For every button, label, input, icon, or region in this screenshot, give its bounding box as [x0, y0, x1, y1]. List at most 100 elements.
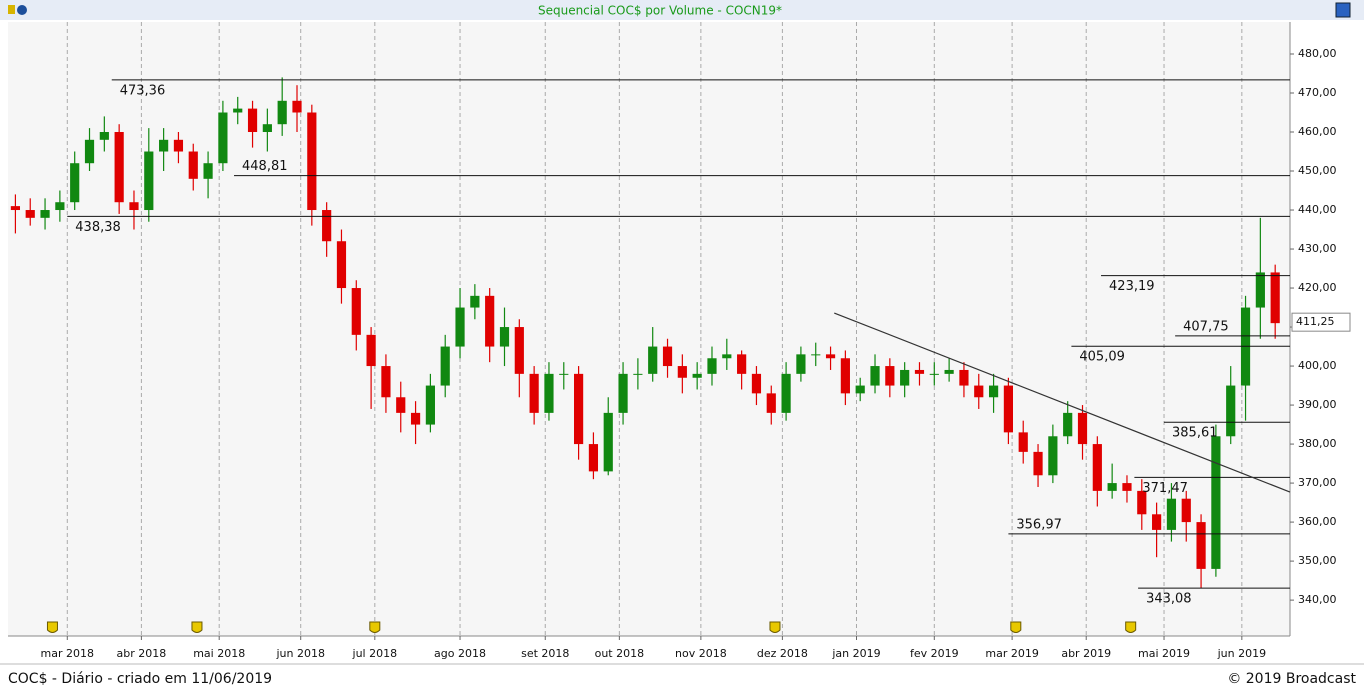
- y-tick-label: 370,00: [1298, 476, 1337, 489]
- candle-body: [1196, 522, 1206, 569]
- candle-body: [159, 139, 169, 152]
- y-tick-label: 350,00: [1298, 554, 1337, 567]
- candle-body: [70, 163, 80, 203]
- y-tick-label: 360,00: [1298, 515, 1337, 528]
- candle-body: [455, 307, 465, 347]
- candle-body: [129, 202, 139, 211]
- x-tick-label: nov 2018: [675, 647, 727, 660]
- icon[interactable]: [1335, 2, 1351, 18]
- candle-body: [173, 139, 184, 152]
- level-label: 438,38: [75, 220, 121, 235]
- candle-body: [959, 369, 969, 386]
- candle-body: [988, 385, 999, 398]
- candle-body: [781, 373, 791, 413]
- candle-body: [1092, 444, 1102, 491]
- candle-body: [722, 354, 732, 359]
- candle-body: [737, 354, 747, 374]
- x-tick-label: jun 2018: [275, 647, 325, 660]
- candle-body: [1003, 385, 1013, 433]
- x-tick-label: ago 2018: [434, 647, 486, 660]
- candle-body: [499, 327, 510, 347]
- candle-body: [396, 397, 406, 413]
- x-tick-label: set 2018: [521, 647, 569, 660]
- x-tick-label: mai 2019: [1138, 647, 1190, 660]
- event-marker: [46, 621, 58, 633]
- candle-body: [574, 373, 584, 445]
- candle-body: [1211, 436, 1221, 569]
- candle-body: [366, 334, 376, 367]
- x-tick-label: jun 2019: [1217, 647, 1267, 660]
- y-tick-label: 420,00: [1298, 281, 1337, 294]
- event-marker: [369, 621, 381, 633]
- event-marker: [1125, 621, 1137, 633]
- candle-body: [1033, 451, 1043, 476]
- y-tick-label: 450,00: [1298, 164, 1337, 177]
- candle-body: [677, 366, 687, 378]
- title-bar: [0, 0, 1364, 20]
- candle-body: [218, 112, 228, 164]
- candle-body: [796, 354, 806, 374]
- x-tick-label: jul 2018: [352, 647, 398, 660]
- candle-body: [10, 206, 21, 211]
- y-tick-label: 470,00: [1298, 86, 1337, 99]
- candle-body: [1048, 436, 1058, 476]
- candle-body: [692, 373, 702, 378]
- candle-body: [1226, 385, 1236, 437]
- level-label: 473,36: [120, 83, 166, 98]
- candle-body: [766, 393, 776, 413]
- level-label: 448,81: [242, 159, 288, 174]
- event-marker: [191, 621, 203, 633]
- level-label: 407,75: [1183, 319, 1229, 334]
- candle-body: [307, 112, 317, 211]
- chart-title: Sequencial COC$ por Volume - COCN19*: [538, 4, 782, 18]
- candle-body: [247, 108, 258, 133]
- candle-body: [1077, 412, 1088, 445]
- candle-body: [114, 132, 124, 203]
- level-label: 356,97: [1016, 517, 1061, 532]
- candle-body: [84, 139, 95, 164]
- y-tick-label: 440,00: [1298, 203, 1337, 216]
- candle-body: [1166, 498, 1177, 530]
- candle-body: [707, 358, 717, 374]
- candle-body: [900, 369, 910, 386]
- x-tick-label: out 2018: [595, 647, 645, 660]
- level-label: 423,19: [1109, 279, 1155, 294]
- candle-body: [144, 151, 154, 211]
- x-tick-label: abr 2018: [117, 647, 167, 660]
- x-tick-label: mar 2018: [41, 647, 94, 660]
- candle-body: [559, 373, 569, 375]
- level-label: 385,61: [1172, 426, 1218, 441]
- candle-body: [1181, 498, 1191, 523]
- candle-body: [662, 346, 673, 367]
- candle-body: [870, 366, 880, 386]
- trend-line: [834, 312, 1291, 493]
- candle-body: [825, 354, 836, 359]
- candle-body: [855, 385, 865, 394]
- candle-body: [262, 124, 272, 133]
- candle-body: [336, 241, 347, 289]
- level-label: 371,47: [1142, 481, 1188, 496]
- last-price-box: [1291, 312, 1351, 332]
- candle-body: [529, 373, 539, 413]
- x-tick-label: mai 2018: [193, 647, 245, 660]
- candle-body: [470, 295, 480, 308]
- candle-body: [292, 100, 302, 113]
- y-tick-label: 380,00: [1298, 437, 1337, 450]
- candle-body: [233, 108, 243, 113]
- candle-body: [440, 346, 450, 386]
- footer-right: © 2019 Broadcast: [1227, 671, 1356, 687]
- candle-body: [351, 288, 361, 335]
- candle-body: [929, 373, 939, 375]
- candle-body: [1137, 490, 1147, 515]
- candle-body: [1152, 514, 1162, 530]
- x-tick-label: mar 2019: [985, 647, 1038, 660]
- candle-body: [1122, 483, 1132, 491]
- y-tick-label: 400,00: [1298, 359, 1337, 372]
- icon: [8, 5, 15, 14]
- candle-body: [1255, 272, 1265, 308]
- candle-body: [322, 210, 332, 242]
- candle-body: [1018, 432, 1028, 452]
- event-marker: [1010, 621, 1022, 633]
- candle-body: [40, 210, 50, 218]
